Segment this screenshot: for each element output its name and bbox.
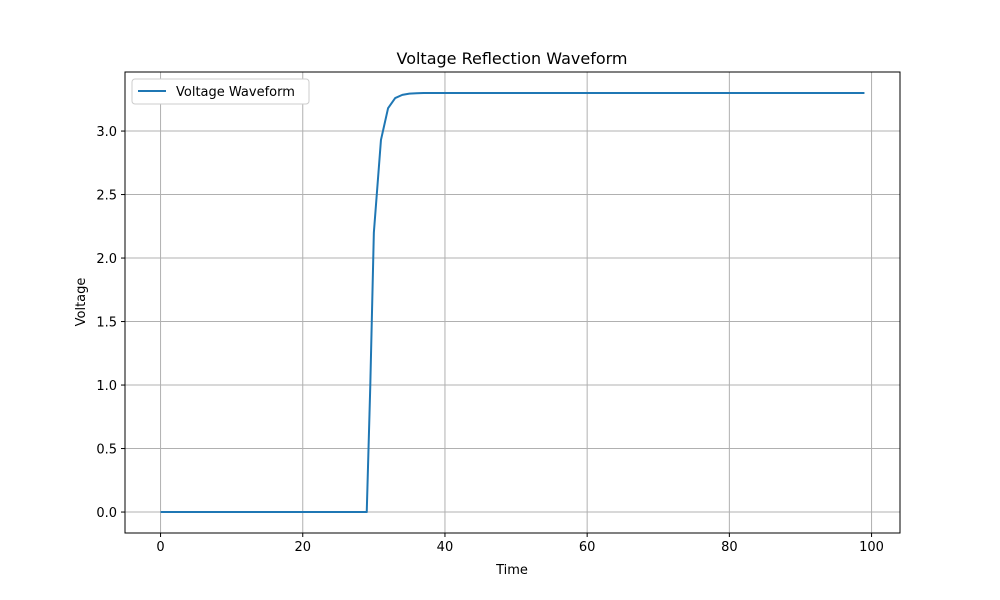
x-tick-label: 80 xyxy=(721,540,738,555)
plot-area xyxy=(124,71,901,534)
grid xyxy=(125,72,900,533)
y-tick-label: 3.0 xyxy=(96,125,117,140)
y-axis: 0.0 0.5 1.0 1.5 2.0 2.5 3.0 xyxy=(96,125,125,521)
series-line-voltage-waveform xyxy=(160,91,865,514)
y-axis-label: Voltage xyxy=(74,278,89,327)
x-axis: 0 20 40 60 80 100 xyxy=(156,533,884,555)
legend: Voltage Waveform xyxy=(131,78,310,105)
series-layer xyxy=(160,91,865,514)
x-tick-label: 20 xyxy=(294,540,311,555)
legend-box xyxy=(131,78,310,105)
y-tick-label: 0.5 xyxy=(96,443,117,458)
y-tick-label: 2.0 xyxy=(96,252,117,267)
chart-title: Voltage Reflection Waveform xyxy=(396,49,627,68)
x-tick-label: 0 xyxy=(156,540,164,555)
x-tick-label: 40 xyxy=(437,540,454,555)
y-tick-label: 1.0 xyxy=(96,379,117,394)
x-tick-label: 100 xyxy=(859,540,884,555)
y-tick-label: 2.5 xyxy=(96,189,117,204)
x-axis-label: Time xyxy=(495,563,528,578)
legend-label-voltage-waveform: Voltage Waveform xyxy=(176,85,295,100)
x-tick-label: 60 xyxy=(579,540,596,555)
y-tick-label: 1.5 xyxy=(96,316,117,331)
y-tick-label: 0.0 xyxy=(96,506,117,521)
